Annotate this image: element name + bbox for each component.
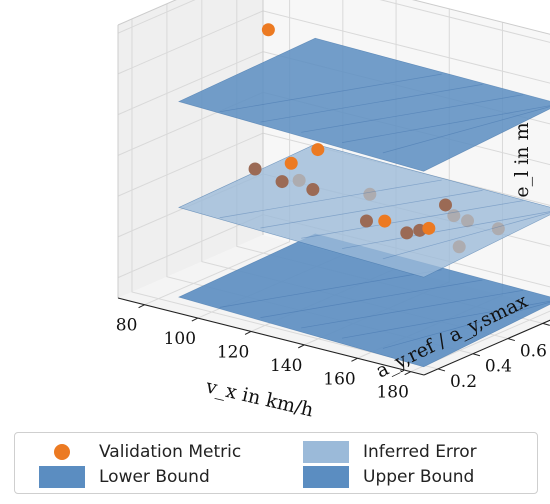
- legend: Validation Metric Inferred Error Lower B…: [14, 432, 538, 494]
- inferred-error-surface-mesh: [342, 211, 550, 249]
- pane-edge: [117, 0, 550, 35]
- legend-dot-icon: [54, 444, 70, 460]
- y-axis-line: [423, 319, 550, 376]
- grid-line-z: [117, 0, 550, 43]
- validation-point: [261, 23, 275, 37]
- grid-line-y: [131, 18, 439, 370]
- upper-bound-surface-mesh: [301, 94, 524, 133]
- plot-area: 801001201401601800.20.40.60.8−0.02−0.010…: [116, 0, 550, 422]
- validation-point: [378, 214, 392, 228]
- validation-point: [284, 156, 298, 170]
- lower-bound-surface-mesh: [342, 300, 550, 339]
- lower-bound-surface-mesh: [219, 269, 442, 308]
- inferred-error-surface-mesh: [382, 212, 550, 260]
- lower-bound-surface-mesh: [382, 301, 550, 349]
- upper-bound-surface-mesh: [342, 105, 550, 143]
- validation-point: [248, 162, 262, 176]
- upper-bound-surface-mesh: [382, 106, 550, 154]
- lower-bound-surface-mesh: [301, 289, 524, 329]
- y-tick-label: 0.4: [485, 357, 512, 377]
- upper-bound-surface: [178, 37, 550, 172]
- x-tick-label: 100: [164, 329, 196, 349]
- left-pane: [118, 0, 263, 298]
- y-tick-label: 0.6: [520, 342, 547, 362]
- x-tick-label: 180: [376, 383, 408, 403]
- upper-bound-surface-mesh: [219, 73, 442, 113]
- x-tick: [298, 344, 305, 349]
- legend-label: Inferred Error: [363, 442, 477, 462]
- x-tick: [351, 357, 358, 362]
- upper-bound-surface-mesh: [260, 84, 483, 123]
- y-tick: [472, 353, 481, 357]
- legend-swatch-icon: [303, 441, 349, 463]
- x-axis-title: v_x in km/h: [203, 375, 316, 421]
- y-tick: [507, 338, 515, 342]
- validation-point: [275, 175, 289, 189]
- inferred-error-surface-mesh: [301, 200, 524, 239]
- legend-item-upper-bound: Upper Bound: [303, 464, 474, 490]
- validation-point: [311, 143, 325, 157]
- x-tick-label: 120: [217, 342, 249, 362]
- legend-swatch-icon: [39, 466, 85, 488]
- validation-point: [306, 183, 320, 197]
- inferred-error-surface: [178, 143, 550, 278]
- validation-point: [359, 214, 373, 228]
- y-tick: [437, 368, 446, 372]
- inferred-error-surface-mesh: [219, 179, 442, 219]
- x-tick-label: 80: [116, 316, 138, 336]
- legend-label: Validation Metric: [99, 442, 242, 462]
- z-axis-title: e_l in m: [511, 122, 533, 197]
- x-tick-label: 160: [323, 369, 355, 389]
- inferred-error-surface-mesh: [260, 190, 483, 229]
- x-axis-line: [117, 297, 425, 376]
- lower-bound-surface-mesh: [260, 279, 483, 318]
- lower-bound-surface: [178, 233, 550, 368]
- legend-swatch-icon: [303, 466, 349, 488]
- legend-label: Upper Bound: [363, 467, 475, 487]
- legend-label: Lower Bound: [99, 467, 210, 487]
- x-tick: [138, 304, 145, 309]
- validation-point: [438, 198, 452, 212]
- y-tick: [542, 322, 550, 326]
- y-tick-label: 0.2: [450, 372, 477, 392]
- validation-point: [400, 226, 414, 240]
- x-tick: [191, 317, 199, 322]
- legend-item-validation-metric: Validation Metric: [39, 439, 241, 465]
- validation-point: [422, 221, 436, 235]
- legend-item-lower-bound: Lower Bound: [39, 464, 210, 490]
- x-tick-label: 140: [270, 356, 302, 376]
- x-tick: [404, 371, 411, 376]
- x-tick: [244, 331, 252, 335]
- legend-item-inferred-error: Inferred Error: [303, 439, 477, 465]
